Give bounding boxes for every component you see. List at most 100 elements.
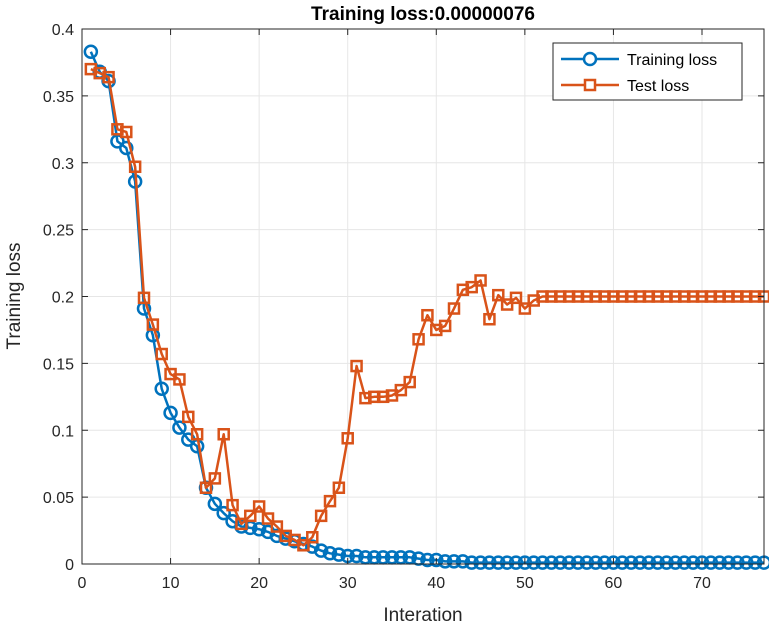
y-tick-label: 0.1 — [52, 423, 74, 440]
data-point — [313, 543, 329, 558]
legend-label-training: Training loss — [627, 52, 717, 69]
x-tick-label: 0 — [78, 575, 87, 592]
data-point — [447, 302, 461, 315]
data-point — [217, 428, 230, 441]
data-point — [499, 555, 515, 570]
series-test-loss — [84, 62, 769, 552]
data-point — [474, 274, 487, 287]
data-point — [526, 555, 541, 570]
data-point — [606, 555, 621, 570]
data-point — [437, 554, 453, 569]
y-tick-label: 0 — [65, 557, 74, 574]
data-point — [650, 555, 665, 570]
data-point — [358, 550, 373, 565]
y-tick-label: 0.05 — [43, 490, 74, 507]
data-point — [535, 555, 550, 570]
data-point — [190, 428, 204, 441]
data-point — [235, 517, 248, 531]
data-point — [128, 160, 142, 174]
data-point — [641, 555, 657, 570]
data-point — [331, 547, 347, 562]
data-point — [492, 288, 505, 302]
data-point — [429, 552, 444, 568]
data-point — [517, 555, 533, 570]
x-tick-label: 20 — [250, 575, 268, 592]
y-tick-label: 0.4 — [52, 22, 74, 39]
legend-marker-test — [583, 78, 597, 92]
data-point — [83, 44, 99, 59]
data-point — [173, 373, 186, 386]
data-point — [668, 555, 683, 570]
data-point — [438, 319, 452, 333]
data-point — [163, 405, 178, 421]
data-point — [508, 555, 524, 570]
x-tick-label: 30 — [339, 575, 357, 592]
legend: Training loss Test loss — [552, 42, 743, 101]
y-tick-label: 0.15 — [43, 356, 74, 373]
data-point — [483, 312, 496, 326]
data-point — [252, 500, 266, 513]
data-point — [367, 550, 382, 565]
data-point — [297, 539, 310, 552]
data-point — [244, 509, 257, 523]
data-point — [561, 555, 577, 570]
data-point — [155, 347, 168, 361]
data-point — [677, 555, 692, 570]
ticks: 0 10 20 30 40 50 60 70 0 0.05 0.1 0.15 0.2 0.25 0.3 0.3… — [43, 22, 764, 592]
data-point — [420, 552, 435, 568]
data-point — [491, 555, 506, 570]
data-point — [251, 521, 267, 537]
data-point — [712, 555, 727, 570]
data-point — [579, 555, 595, 570]
data-point — [323, 494, 337, 508]
data-point — [349, 548, 364, 564]
legend-marker-training — [582, 51, 598, 67]
data-point — [694, 555, 710, 570]
y-tick-label: 0.3 — [52, 156, 74, 173]
data-point — [421, 308, 434, 322]
data-point — [322, 546, 338, 561]
y-axis-label: Training loss — [4, 242, 25, 349]
data-point — [120, 125, 133, 139]
x-tick-label: 10 — [162, 575, 180, 592]
data-point — [216, 505, 231, 521]
data-point — [226, 498, 239, 512]
x-tick-label: 70 — [693, 575, 711, 592]
data-point — [350, 359, 363, 373]
data-point — [703, 555, 719, 570]
data-point — [500, 298, 514, 311]
data-point — [341, 432, 354, 445]
y-tick-label: 0.35 — [43, 89, 74, 106]
data-point — [518, 302, 532, 315]
data-point — [659, 555, 674, 570]
data-point — [553, 555, 568, 570]
x-tick-label: 50 — [516, 575, 534, 592]
data-point — [632, 555, 648, 570]
data-point — [482, 555, 497, 570]
data-point — [332, 481, 346, 495]
data-point — [375, 550, 391, 565]
data-point — [137, 291, 151, 305]
data-point — [261, 512, 275, 525]
data-point — [464, 555, 479, 570]
data-point — [597, 555, 612, 570]
data-point — [102, 70, 115, 84]
data-point — [154, 381, 169, 397]
data-point — [544, 555, 559, 570]
y-tick-label: 0.25 — [43, 223, 74, 240]
data-point — [721, 555, 736, 570]
data-point — [146, 318, 160, 331]
data-point — [394, 383, 408, 397]
data-point — [412, 333, 425, 346]
data-point — [182, 410, 195, 424]
data-point — [570, 555, 586, 570]
data-point — [314, 509, 328, 523]
data-point — [207, 496, 223, 512]
data-point — [455, 554, 471, 569]
series-layer — [83, 44, 769, 570]
data-point — [270, 520, 284, 533]
data-point — [411, 551, 426, 566]
data-point — [119, 140, 134, 156]
data-point — [402, 550, 417, 565]
